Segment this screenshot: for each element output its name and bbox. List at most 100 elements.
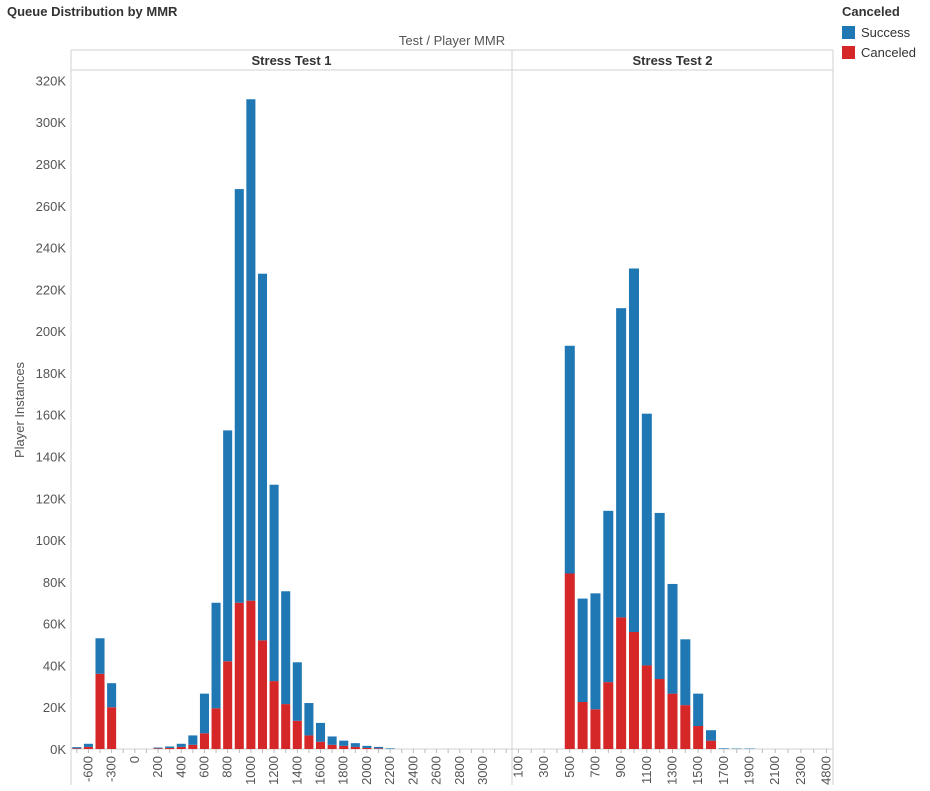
x-tick-label: 1500 bbox=[690, 756, 705, 785]
bar-canceled bbox=[667, 693, 678, 749]
legend-label-success: Success bbox=[861, 24, 911, 40]
x-tick-label: 2400 bbox=[405, 756, 420, 785]
bar-canceled bbox=[304, 735, 314, 749]
bar-success bbox=[246, 99, 256, 601]
legend-label-canceled: Canceled bbox=[861, 44, 916, 60]
legend-item-success[interactable]: Success bbox=[842, 22, 916, 42]
bar-success bbox=[83, 743, 93, 747]
bar-success bbox=[95, 638, 105, 674]
bar-success bbox=[292, 662, 302, 721]
x-tick-label: 1700 bbox=[716, 756, 731, 785]
bar-canceled bbox=[211, 708, 221, 749]
bar-canceled bbox=[680, 705, 691, 749]
bar-canceled bbox=[188, 744, 198, 749]
x-tick-label: 1900 bbox=[742, 756, 757, 785]
x-tick-label: 2300 bbox=[793, 756, 808, 785]
bar-success bbox=[304, 703, 314, 736]
bar-canceled bbox=[234, 602, 244, 749]
x-tick-label: 0 bbox=[127, 756, 142, 763]
bar-canceled bbox=[564, 573, 575, 749]
bar-canceled bbox=[269, 681, 279, 749]
y-axis-label: Player Instances bbox=[12, 361, 27, 458]
bar-success bbox=[667, 583, 678, 694]
bar-success bbox=[654, 512, 665, 680]
x-tick-label: 1800 bbox=[336, 756, 351, 785]
bar-canceled bbox=[350, 746, 360, 749]
bar-success bbox=[199, 693, 209, 734]
y-tick-label: 160K bbox=[36, 408, 67, 423]
x-tick-label: 4800 bbox=[819, 756, 834, 785]
x-tick-label: 600 bbox=[196, 756, 211, 778]
bar-success bbox=[590, 593, 601, 710]
y-tick-label: 200K bbox=[36, 324, 67, 339]
panel-title: Stress Test 1 bbox=[252, 53, 332, 68]
bar-success bbox=[339, 740, 349, 746]
bar-success bbox=[281, 591, 291, 705]
legend-item-canceled[interactable]: Canceled bbox=[842, 42, 916, 62]
x-tick-label: 2200 bbox=[382, 756, 397, 785]
x-tick-label: 1000 bbox=[243, 756, 258, 785]
legend-swatch-success bbox=[842, 25, 855, 39]
y-tick-label: 120K bbox=[36, 491, 67, 506]
bar-canceled bbox=[706, 740, 717, 749]
bar-canceled bbox=[246, 600, 256, 749]
bar-canceled bbox=[374, 748, 384, 749]
x-tick-label: 1600 bbox=[313, 756, 328, 785]
bar-success bbox=[603, 510, 614, 683]
x-tick-label: 3000 bbox=[475, 756, 490, 785]
bar-canceled bbox=[577, 701, 588, 749]
bar-success bbox=[269, 484, 279, 682]
bar-success bbox=[315, 722, 326, 742]
panel-title: Stress Test 2 bbox=[633, 53, 713, 68]
x-tick-label: 1400 bbox=[289, 756, 304, 785]
y-tick-label: 300K bbox=[36, 115, 67, 130]
bar-success bbox=[385, 748, 395, 749]
x-tick-label: 700 bbox=[587, 756, 602, 778]
bar-success bbox=[718, 748, 729, 749]
x-tick-label: 900 bbox=[613, 756, 628, 778]
bar-success bbox=[188, 735, 198, 745]
x-tick-label: 2600 bbox=[429, 756, 444, 785]
x-tick-label: 200 bbox=[150, 756, 165, 778]
bar-success bbox=[234, 189, 244, 603]
bar-success bbox=[350, 743, 360, 747]
x-tick-label: 1300 bbox=[665, 756, 680, 785]
bar-success bbox=[107, 683, 117, 708]
y-tick-label: 140K bbox=[36, 450, 67, 465]
bar-canceled bbox=[654, 679, 665, 749]
chart-title: Queue Distribution by MMR bbox=[7, 4, 178, 19]
bar-canceled bbox=[199, 733, 209, 749]
bar-canceled bbox=[327, 744, 337, 749]
x-tick-label: 2100 bbox=[767, 756, 782, 785]
bar-canceled bbox=[693, 726, 704, 749]
bar-success bbox=[176, 743, 186, 747]
x-tick-label: 100 bbox=[510, 756, 525, 778]
bar-canceled bbox=[257, 640, 268, 749]
bar-canceled bbox=[590, 709, 601, 749]
bar-canceled bbox=[95, 673, 105, 749]
bar-success bbox=[564, 345, 575, 574]
bar-canceled bbox=[153, 748, 163, 749]
bar-success bbox=[223, 430, 233, 662]
x-axis-header: Test / Player MMR bbox=[399, 33, 505, 48]
bar-success bbox=[628, 268, 639, 633]
bar-canceled bbox=[641, 665, 652, 749]
x-tick-label: 500 bbox=[562, 756, 577, 778]
bar-canceled bbox=[292, 720, 302, 749]
bar-canceled bbox=[628, 632, 639, 749]
x-tick-label: 2800 bbox=[452, 756, 467, 785]
x-tick-label: 1100 bbox=[639, 756, 654, 784]
y-tick-label: 80K bbox=[43, 575, 66, 590]
bar-canceled bbox=[72, 748, 82, 749]
x-tick-label: 1200 bbox=[266, 756, 281, 785]
bar-canceled bbox=[176, 746, 186, 749]
bar-success bbox=[257, 273, 268, 641]
bar-success bbox=[211, 602, 221, 709]
y-tick-label: 220K bbox=[36, 282, 67, 297]
bar-success bbox=[165, 746, 175, 748]
bar-canceled bbox=[223, 661, 233, 749]
bar-success bbox=[362, 745, 372, 748]
bar-success bbox=[706, 730, 717, 741]
bar-canceled bbox=[315, 741, 326, 749]
y-tick-label: 20K bbox=[43, 700, 66, 715]
